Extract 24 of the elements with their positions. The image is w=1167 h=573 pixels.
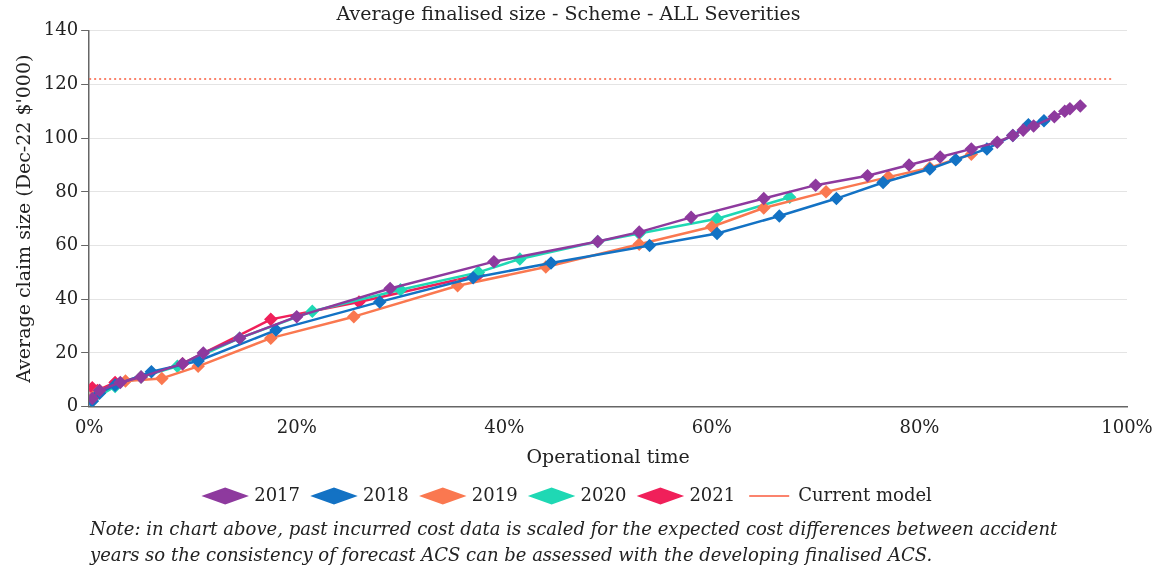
y-axis-title: Average claim size (Dec-22 $'000) [12,54,35,384]
y-tick-label: 80 [55,179,79,201]
legend-label: 2021 [689,483,736,505]
legend-label: 2018 [362,483,409,505]
legend-label: 2020 [580,483,627,505]
x-tick-label: 40% [484,416,525,438]
legend-label: 2017 [254,483,300,505]
y-tick-label: 120 [43,72,79,94]
x-tick-label: 20% [276,416,317,438]
x-tick-label: 0% [74,416,104,438]
y-tick-label: 140 [43,18,79,40]
x-tick-label: 100% [1101,416,1153,438]
x-tick-label: 60% [691,416,732,438]
text: Note: in chart above, past incurred cost data is scaled for the expected cost differences between accident years so the consistency of forecast ACS can be assessed with the developing finalised ACS. [90,517,1059,567]
y-tick-label: 60 [55,233,79,255]
legend-label: 2019 [471,483,518,505]
legend-label: Current model [798,483,933,505]
x-tick-label: 80% [899,416,940,438]
y-tick-label: 40 [55,286,79,308]
chart-title: Average finalised size - Scheme - ALL Severities [335,2,801,25]
x-axis-title: Operational time [526,444,690,467]
y-tick-label: 0 [66,394,79,416]
y-tick-label: 100 [43,125,79,147]
y-tick-label: 20 [55,340,79,362]
